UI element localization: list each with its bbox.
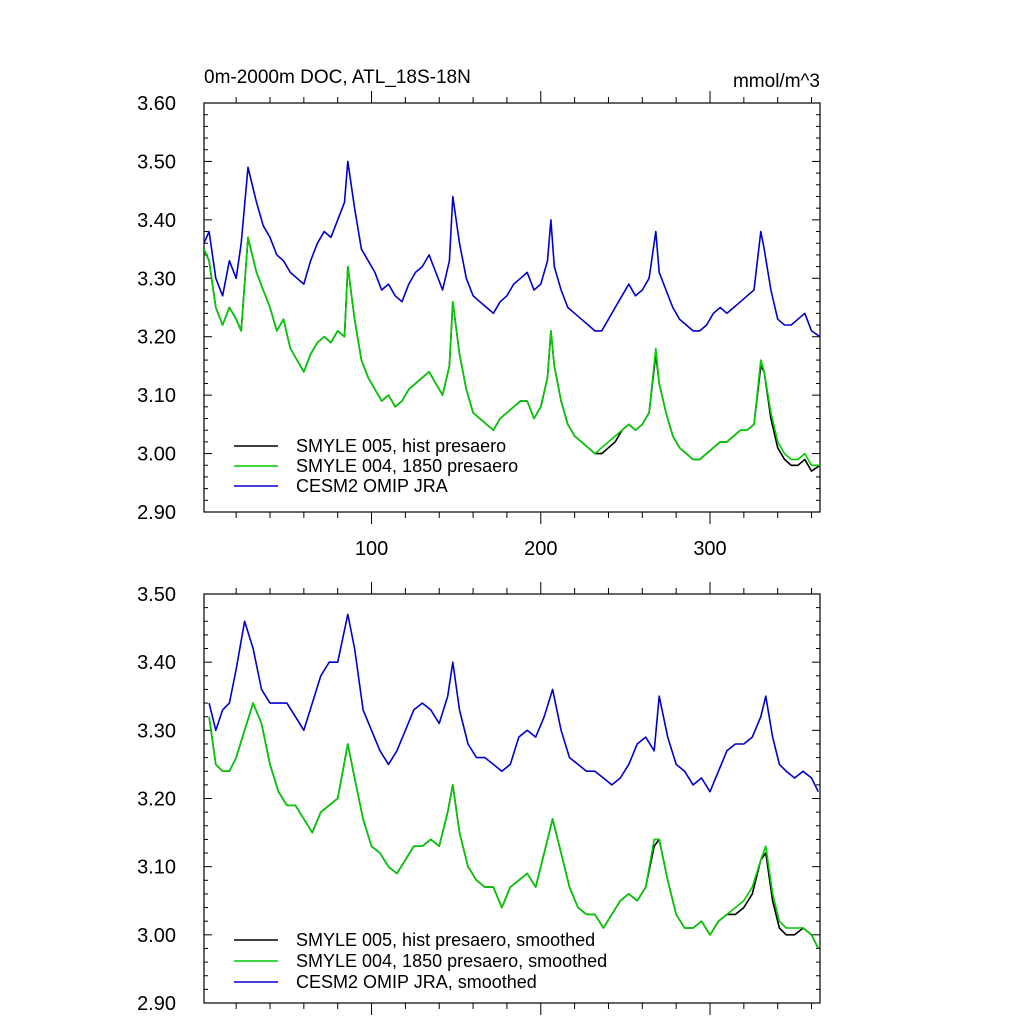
legend-label: SMYLE 004, 1850 presaero xyxy=(296,456,518,476)
series-line xyxy=(204,160,820,338)
x-tick-label: 200 xyxy=(524,538,557,560)
y-tick-label: 3.60 xyxy=(137,93,176,115)
y-tick-label: 3.00 xyxy=(137,925,176,947)
y-tick-label: 3.10 xyxy=(137,857,176,879)
units-label: mmol/m^3 xyxy=(733,71,820,92)
y-tick-label: 3.20 xyxy=(137,789,176,811)
y-tick-label: 3.00 xyxy=(137,444,176,466)
legend-label: SMYLE 005, hist presaero xyxy=(296,436,506,456)
y-tick-label: 3.20 xyxy=(137,327,176,349)
legend-label: CESM2 OMIP JRA xyxy=(296,476,448,496)
x-tick-label: 100 xyxy=(355,538,388,560)
y-tick-label: 3.40 xyxy=(137,210,176,232)
figure-title: 0m-2000m DOC, ATL_18S-18N xyxy=(204,67,471,88)
top-panel: 2.90 3.00 3.10 3.20 3.30 3.40 3.50 3.60 100 200 30… xyxy=(137,91,821,560)
legend-label: CESM2 OMIP JRA, smoothed xyxy=(296,972,537,992)
series-line xyxy=(208,702,820,949)
plot-frame xyxy=(203,102,821,513)
y-tick-label: 3.40 xyxy=(137,652,176,674)
y-tick-label: 3.50 xyxy=(137,151,176,173)
y-tick-label: 2.90 xyxy=(137,502,176,524)
y-tick-label: 3.50 xyxy=(137,584,176,606)
axis-ticks xyxy=(204,582,820,1015)
y-tick-label: 3.30 xyxy=(137,720,176,742)
series-line xyxy=(208,702,820,949)
y-tick-label: 2.90 xyxy=(137,993,176,1015)
legend-label: SMYLE 004, 1850 presaero, smoothed xyxy=(296,951,607,971)
y-tick-label: 3.30 xyxy=(137,268,176,290)
y-tick-label: 3.10 xyxy=(137,385,176,407)
bottom-panel: 2.90 3.00 3.10 3.20 3.30 3.40 3.50 SMYLE 005, h… xyxy=(137,582,821,1015)
x-tick-label: 300 xyxy=(693,538,726,560)
series-line xyxy=(204,236,820,467)
series-line xyxy=(208,613,820,793)
legend-label: SMYLE 005, hist presaero, smoothed xyxy=(296,930,595,950)
legend: SMYLE 005, hist presaero, smoothedSMYLE … xyxy=(234,930,607,992)
